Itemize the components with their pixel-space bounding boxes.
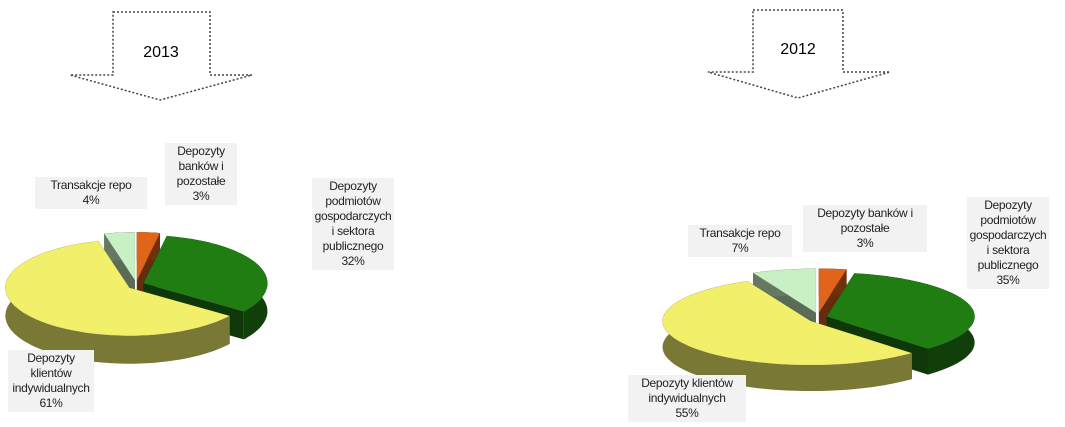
chart-title: 2012	[780, 41, 816, 58]
slice	[136, 231, 161, 281]
title-arrow	[707, 9, 891, 99]
label-name: Depozyty banków i pozostałe	[817, 206, 913, 235]
data-label: Depozyty banków i pozostałe 3%	[803, 205, 927, 252]
label-value: 7%	[731, 241, 749, 255]
slice	[818, 268, 848, 314]
label-name: Transakcje repo	[699, 226, 781, 240]
label-value: 35%	[996, 273, 1020, 287]
data-label: Depozyty klientów indywidualnych 55%	[628, 375, 746, 422]
slice	[5, 240, 231, 336]
label-value: 61%	[39, 396, 63, 410]
data-label: Depozyty klientów indywidualnych 61%	[8, 350, 94, 412]
slice	[752, 268, 817, 314]
label-value: 32%	[341, 254, 365, 268]
data-label: Depozyty podmiotów gospodarczych i sekto…	[967, 197, 1049, 289]
label-name: Depozyty podmiotów gospodarczych i sekto…	[969, 198, 1047, 272]
slice	[143, 235, 268, 312]
chart-title: 2013	[143, 44, 179, 61]
slice	[826, 273, 975, 349]
label-name: Depozyty podmiotów gospodarczych i sekto…	[314, 179, 392, 253]
label-value: 3%	[856, 236, 874, 250]
label-name: Depozyty klientów indywidualnych	[641, 376, 733, 405]
slice	[103, 231, 136, 282]
data-label: Transakcje repo 7%	[688, 225, 792, 257]
label-value: 3%	[192, 189, 210, 203]
title-arrow	[69, 11, 253, 101]
data-label: Depozyty podmiotów gospodarczych i sekto…	[312, 178, 394, 270]
label-name: Transakcje repo	[50, 178, 132, 192]
label-name: Depozyty klientów indywidualnych	[12, 351, 90, 395]
label-value: 4%	[82, 193, 100, 207]
data-label: Transakcje repo 4%	[35, 177, 147, 209]
slice	[662, 280, 913, 366]
label-name: Depozyty banków i pozostałe	[176, 144, 226, 188]
data-label: Depozyty banków i pozostałe 3%	[165, 143, 237, 205]
label-value: 55%	[675, 406, 699, 420]
